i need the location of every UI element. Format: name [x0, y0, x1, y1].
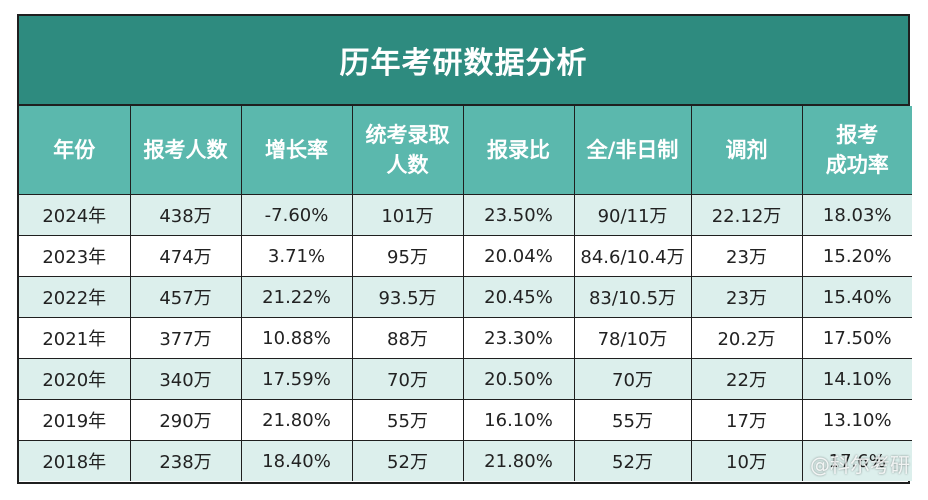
table-cell: 2024年 — [19, 194, 131, 236]
table-cell: 2023年 — [19, 235, 131, 277]
table-cell: 55万 — [573, 399, 692, 441]
table-cell: 3.71% — [240, 235, 353, 277]
data-table-container: 历年考研数据分析 年份 报考人数 增长率 统考录取 人数 报录比 全/非日制 调… — [17, 14, 912, 484]
table-cell: -7.60% — [240, 194, 353, 236]
table-cell: 22万 — [690, 358, 803, 400]
header-row: 年份 报考人数 增长率 统考录取 人数 报录比 全/非日制 调剂 报考 成功率 — [19, 106, 912, 195]
table-cell: 17.59% — [240, 358, 353, 400]
table-row: 2019年 290万 21.80% 55万 16.10% 55万 17万 13.… — [19, 399, 912, 441]
header-year: 年份 — [19, 106, 131, 195]
table-cell: 17万 — [690, 399, 803, 441]
table-cell: 2019年 — [19, 399, 131, 441]
table-cell: 21.22% — [240, 276, 353, 318]
table-cell: 2022年 — [19, 276, 131, 318]
table-cell: 93.5万 — [351, 276, 464, 318]
header-applicants: 报考人数 — [129, 106, 242, 195]
table-row: 2018年 238万 18.40% 52万 21.80% 52万 10万 17.… — [19, 440, 912, 481]
table-cell: 70万 — [573, 358, 692, 400]
header-success-rate: 报考 成功率 — [801, 106, 912, 195]
table-cell: 10.88% — [240, 317, 353, 359]
table-cell: 52万 — [351, 440, 464, 481]
table-row: 2024年 438万 -7.60% 101万 23.50% 90/11万 22.… — [19, 194, 912, 236]
table-cell: 22.12万 — [690, 194, 803, 236]
table-cell: 15.20% — [801, 235, 912, 277]
table-row: 2022年 457万 21.22% 93.5万 20.45% 83/10.5万 … — [19, 276, 912, 318]
table-cell: 20.50% — [462, 358, 575, 400]
table-cell: 290万 — [129, 399, 242, 441]
table-cell: 88万 — [351, 317, 464, 359]
table-cell: 438万 — [129, 194, 242, 236]
table-cell: 78/10万 — [573, 317, 692, 359]
table-cell: 2021年 — [19, 317, 131, 359]
table-cell: 2020年 — [19, 358, 131, 400]
table-title: 历年考研数据分析 — [19, 16, 908, 106]
table-cell: 101万 — [351, 194, 464, 236]
table-cell: 377万 — [129, 317, 242, 359]
header-admitted: 统考录取 人数 — [351, 106, 464, 195]
table-cell: 17.6% — [801, 440, 912, 481]
table-row: 2020年 340万 17.59% 70万 20.50% 70万 22万 14.… — [19, 358, 912, 400]
table-row: 2023年 474万 3.71% 95万 20.04% 84.6/10.4万 2… — [19, 235, 912, 277]
table-cell: 70万 — [351, 358, 464, 400]
table-cell: 55万 — [351, 399, 464, 441]
header-full-part-time: 全/非日制 — [573, 106, 692, 195]
table-cell: 95万 — [351, 235, 464, 277]
table-cell: 18.03% — [801, 194, 912, 236]
table-cell: 474万 — [129, 235, 242, 277]
data-table: 年份 报考人数 增长率 统考录取 人数 报录比 全/非日制 调剂 报考 成功率 … — [19, 106, 912, 481]
table-cell: 21.80% — [462, 440, 575, 481]
table-cell: 90/11万 — [573, 194, 692, 236]
table-cell: 16.10% — [462, 399, 575, 441]
table-cell: 2018年 — [19, 440, 131, 481]
table-cell: 84.6/10.4万 — [573, 235, 692, 277]
table-cell: 13.10% — [801, 399, 912, 441]
table-cell: 17.50% — [801, 317, 912, 359]
header-transfer: 调剂 — [690, 106, 803, 195]
table-cell: 10万 — [690, 440, 803, 481]
table-cell: 18.40% — [240, 440, 353, 481]
table-cell: 20.45% — [462, 276, 575, 318]
table-cell: 15.40% — [801, 276, 912, 318]
table-cell: 20.04% — [462, 235, 575, 277]
table-cell: 14.10% — [801, 358, 912, 400]
table-cell: 20.2万 — [690, 317, 803, 359]
table-cell: 23.30% — [462, 317, 575, 359]
header-ratio: 报录比 — [462, 106, 575, 195]
table-cell: 457万 — [129, 276, 242, 318]
table-cell: 23万 — [690, 276, 803, 318]
table-cell: 52万 — [573, 440, 692, 481]
table-cell: 83/10.5万 — [573, 276, 692, 318]
table-cell: 23万 — [690, 235, 803, 277]
table-cell: 238万 — [129, 440, 242, 481]
table-row: 2021年 377万 10.88% 88万 23.30% 78/10万 20.2… — [19, 317, 912, 359]
table-cell: 340万 — [129, 358, 242, 400]
table-cell: 23.50% — [462, 194, 575, 236]
table-cell: 21.80% — [240, 399, 353, 441]
header-growth-rate: 增长率 — [240, 106, 353, 195]
